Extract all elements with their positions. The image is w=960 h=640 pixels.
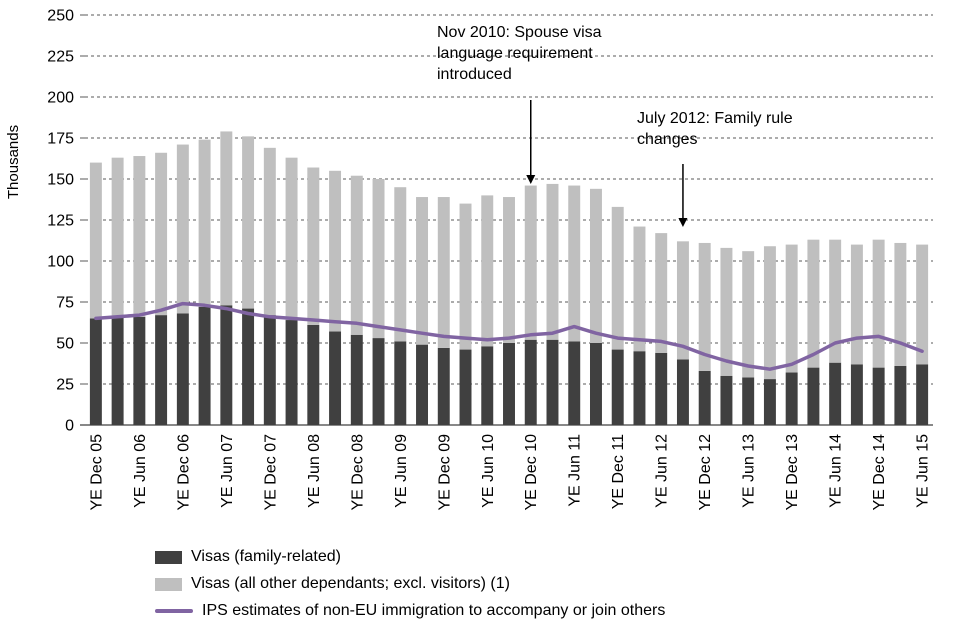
legend-item-other-dependants: Visas (all other dependants; excl. visit…	[155, 575, 665, 593]
svg-text:150: 150	[47, 172, 74, 189]
svg-text:YE Jun 11: YE Jun 11	[567, 434, 584, 507]
legend-label-other: Visas (all other dependants; excl. visit…	[191, 575, 510, 592]
svg-text:YE Dec 11: YE Dec 11	[610, 434, 627, 509]
svg-text:50: 50	[56, 336, 74, 353]
svg-text:25: 25	[56, 377, 74, 394]
y-axis-title: Thousands	[5, 125, 22, 199]
legend-item-family-visas: Visas (family-related)	[155, 548, 665, 566]
svg-text:100: 100	[47, 254, 74, 271]
svg-text:125: 125	[47, 213, 74, 230]
legend-item-ips-line: IPS estimates of non-EU immigration to a…	[155, 602, 665, 620]
svg-text:YE Dec 13: YE Dec 13	[784, 434, 801, 511]
annotation-nov-2010: Nov 2010: Spouse visa language requireme…	[437, 24, 602, 84]
svg-text:0: 0	[65, 418, 74, 435]
svg-text:YE Jun 08: YE Jun 08	[306, 434, 323, 508]
svg-text:YE Jun 15: YE Jun 15	[915, 434, 932, 508]
svg-text:75: 75	[56, 295, 74, 312]
svg-text:YE Jun 14: YE Jun 14	[828, 434, 845, 508]
svg-text:YE Dec 07: YE Dec 07	[262, 434, 279, 511]
svg-text:175: 175	[47, 131, 74, 148]
legend: Visas (family-related) Visas (all other …	[155, 548, 665, 620]
chart-svg: Thousands 0 25 50 75 100 125 150 175 200 225 250 YE…	[5, 8, 933, 511]
svg-text:YE Dec 08: YE Dec 08	[349, 434, 366, 511]
svg-text:250: 250	[47, 8, 74, 25]
svg-text:YE Dec 09: YE Dec 09	[436, 434, 453, 511]
svg-text:YE Dec 14: YE Dec 14	[871, 434, 888, 511]
annotation-july-2012: July 2012: Family rule changes	[637, 110, 793, 149]
legend-label-ips: IPS estimates of non-EU immigration to a…	[202, 602, 666, 619]
svg-text:YE Jun 12: YE Jun 12	[654, 434, 671, 508]
legend-swatch-ips-line	[155, 609, 193, 613]
legend-swatch-other	[155, 577, 182, 591]
svg-text:YE Jun 06: YE Jun 06	[132, 434, 149, 508]
svg-text:225: 225	[47, 49, 74, 66]
svg-text:YE Jun 09: YE Jun 09	[393, 434, 410, 508]
svg-text:YE Jun 07: YE Jun 07	[219, 434, 236, 508]
svg-text:YE Dec 06: YE Dec 06	[175, 434, 192, 511]
svg-text:YE Dec 12: YE Dec 12	[697, 434, 714, 511]
legend-swatch-family	[155, 550, 182, 564]
svg-text:200: 200	[47, 90, 74, 107]
svg-text:YE Jun 13: YE Jun 13	[741, 434, 758, 508]
svg-text:YE Dec 10: YE Dec 10	[523, 434, 540, 511]
svg-text:YE Jun 10: YE Jun 10	[480, 434, 497, 508]
legend-label-family: Visas (family-related)	[191, 548, 341, 565]
svg-text:YE Dec 05: YE Dec 05	[88, 434, 105, 511]
